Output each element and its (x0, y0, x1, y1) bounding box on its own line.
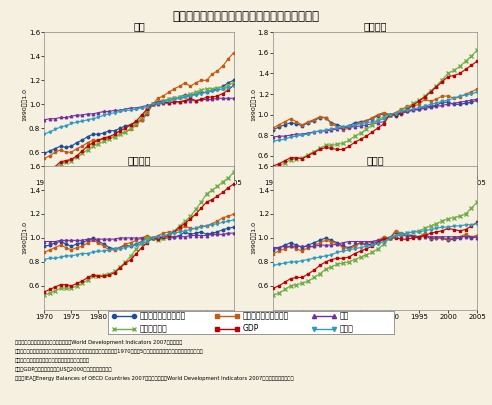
Text: GDP: GDP (243, 324, 259, 333)
Title: アメリカ: アメリカ (364, 21, 387, 32)
Text: 家計消費支出: 家計消費支出 (140, 324, 167, 333)
Text: 各国の家庭用エネルギー消費と関連指標の推移: 各国の家庭用エネルギー消費と関連指標の推移 (173, 10, 319, 23)
Text: 家庭エネルギー消費量: 家庭エネルギー消費量 (243, 311, 289, 320)
Title: イギリス: イギリス (127, 155, 151, 165)
Y-axis label: 1990年＝1.0: 1990年＝1.0 (22, 88, 28, 121)
Y-axis label: 1990年＝1.0: 1990年＝1.0 (250, 222, 256, 254)
Text: 世帯数: 世帯数 (339, 324, 353, 333)
Text: 人口: 人口 (339, 311, 349, 320)
Title: ドイツ: ドイツ (367, 155, 384, 165)
Title: 日本: 日本 (133, 21, 145, 32)
Text: 最終エネルギー消費量: 最終エネルギー消費量 (140, 311, 186, 320)
Text: もの、それ以外の年については環境省で推計。: もの、それ以外の年については環境省で推計。 (15, 358, 90, 363)
Y-axis label: 1990年＝1.0: 1990年＝1.0 (22, 222, 28, 254)
Text: ３：GDP、家計消費支出はUS＄2000年実質価格による。: ３：GDP、家計消費支出はUS＄2000年実質価格による。 (15, 367, 112, 372)
Text: 資料：IEA「Energy Balances of OECD Countries 2007」、世界銀行「World Development Indicators: 資料：IEA「Energy Balances of OECD Countries… (15, 376, 293, 381)
Text: ２：世帯数は各国の国勢調査データによる。日本の世帯数については、1970年から5年毎ごとの年の数値が国勢調査結果による: ２：世帯数は各国の国勢調査データによる。日本の世帯数については、1970年から5… (15, 349, 204, 354)
Text: 注１：人口、家計消費支出は世界銀行「World Development Indicators 2007」による。: 注１：人口、家計消費支出は世界銀行「World Development Indi… (15, 340, 182, 345)
Y-axis label: 1990年＝1.0: 1990年＝1.0 (250, 88, 256, 121)
